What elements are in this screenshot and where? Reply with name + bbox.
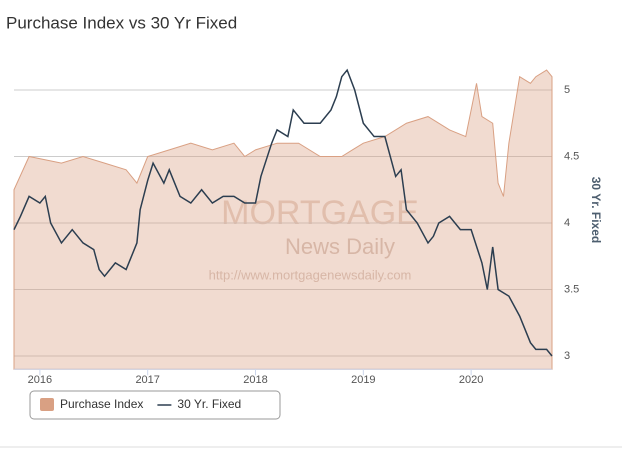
watermark: http://www.mortgagenewsdaily.com	[209, 267, 412, 282]
chart-title: Purchase Index vs 30 Yr Fixed	[6, 13, 237, 32]
x-tick-label: 2016	[28, 374, 52, 386]
area	[13, 69, 553, 370]
legend-swatch	[40, 398, 54, 411]
y-axis-title: 30 Yr. Fixed	[589, 177, 603, 244]
y-tick-label: 3.5	[564, 283, 579, 295]
y-tick-label: 3	[564, 350, 570, 362]
legend-box	[29, 390, 281, 420]
x-tick-label: 2020	[459, 374, 483, 386]
y-tick-label: 4.5	[564, 150, 579, 162]
x-tick-label: 2017	[135, 374, 159, 386]
watermark: News Daily	[285, 234, 395, 259]
legend-label: 30 Yr. Fixed	[177, 397, 241, 411]
watermark: MORTGAGE	[221, 194, 419, 232]
y-tick-label: 4	[564, 217, 570, 229]
legend-label: Purchase Index	[60, 397, 143, 411]
line	[13, 68, 553, 357]
x-tick-label: 2018	[243, 374, 267, 386]
x-tick-label: 2019	[351, 374, 375, 386]
y-tick-label: 5	[564, 84, 570, 96]
